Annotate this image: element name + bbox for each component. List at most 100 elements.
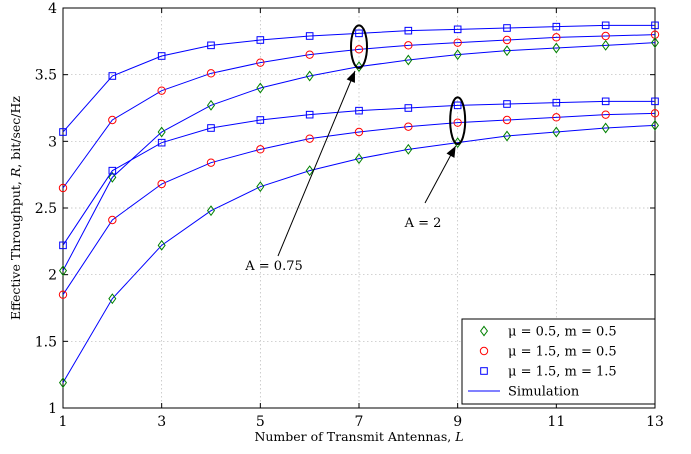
data-point-square	[601, 97, 610, 106]
x-tick-label: 1	[59, 414, 68, 430]
series-3	[58, 37, 660, 277]
data-point-square	[453, 101, 462, 110]
data-point-diamond	[305, 70, 314, 82]
data-point-circle	[404, 122, 413, 131]
y-tick-label: 1.5	[35, 334, 57, 350]
x-axis-label-main: Number of Transmit Antennas,	[254, 429, 455, 444]
data-point-diamond	[502, 45, 512, 57]
series-line	[62, 112, 656, 295]
data-point-square	[256, 36, 265, 44]
annotation-arrow-head	[446, 146, 456, 158]
data-point-circle	[601, 110, 610, 119]
data-point-square	[59, 241, 67, 250]
data-point-diamond	[157, 239, 166, 251]
data-point-diamond	[453, 137, 462, 149]
data-point-square	[601, 21, 610, 30]
data-point-circle	[58, 183, 68, 193]
x-axis-label: Number of Transmit Antennas, L	[254, 429, 463, 444]
annotation-arrow-shaft	[277, 70, 356, 257]
data-point-diamond	[305, 165, 314, 177]
data-point-square	[305, 32, 314, 40]
data-point-diamond	[601, 122, 610, 134]
series-line	[62, 34, 656, 189]
legend-box	[461, 318, 656, 405]
data-point-square	[108, 166, 117, 175]
annotation-arrow-head	[346, 71, 355, 83]
x-tick-label: 5	[256, 414, 265, 430]
data-point-square	[108, 72, 117, 80]
data-point-diamond	[650, 119, 660, 131]
data-point-circle	[256, 58, 265, 67]
data-point-circle	[453, 38, 462, 47]
x-tick-label: 9	[453, 414, 462, 430]
x-axis-label-symbol: L	[454, 429, 463, 444]
data-point-square	[404, 26, 413, 35]
y-tick-label: 1	[48, 401, 57, 417]
y-tick-label: 2	[48, 268, 57, 284]
data-point-square	[453, 25, 462, 34]
x-tick-label: 11	[547, 414, 565, 430]
annotation-layer: A = 0.75 A = 2	[244, 24, 467, 274]
data-point-square	[355, 106, 363, 115]
data-point-diamond	[206, 205, 216, 217]
data-point-square	[355, 29, 363, 38]
data-point-circle	[305, 50, 314, 59]
series-line	[62, 100, 655, 246]
series-5	[58, 109, 660, 299]
data-point-circle	[157, 86, 166, 95]
data-point-circle	[157, 179, 166, 189]
data-point-square	[480, 367, 488, 375]
data-point-square	[503, 100, 511, 108]
x-tick-label: 13	[646, 414, 664, 430]
legend-item: Simulation	[468, 385, 580, 400]
data-point-diamond	[404, 54, 413, 66]
data-point-square	[157, 138, 166, 147]
legend: μ = 0.5, m = 0.5 μ = 1.5, m = 0.5 μ = 1.5,…	[461, 318, 656, 405]
data-point-circle	[206, 158, 216, 167]
data-point-square	[207, 124, 215, 132]
data-point-diamond	[108, 293, 117, 305]
data-point-circle	[256, 145, 265, 154]
data-point-diamond	[58, 377, 68, 389]
data-point-diamond	[552, 126, 561, 138]
data-point-circle	[206, 69, 216, 78]
data-point-circle	[305, 134, 314, 143]
y-axis-label-unit: , bit/sec/Hz	[8, 96, 23, 168]
data-point-square	[651, 97, 659, 106]
data-point-diamond	[256, 82, 265, 94]
data-point-circle	[404, 41, 413, 50]
annotation-label-a075: A = 0.75	[244, 259, 303, 274]
data-point-square	[552, 22, 561, 31]
series-line	[62, 124, 656, 383]
data-point-circle	[502, 115, 512, 125]
data-point-circle	[58, 290, 68, 299]
data-point-diamond	[601, 39, 610, 51]
data-point-square	[503, 24, 511, 32]
x-tick-label: 7	[355, 414, 364, 430]
data-point-circle	[502, 35, 512, 45]
data-point-diamond	[404, 143, 413, 155]
series-1	[59, 21, 659, 136]
series-4	[59, 97, 659, 250]
data-point-diamond	[108, 171, 117, 183]
data-point-circle	[354, 45, 364, 54]
data-point-diamond	[354, 61, 364, 73]
data-point-square	[552, 98, 561, 107]
data-point-circle	[108, 215, 117, 225]
legend-items: μ = 0.5, m = 0.5 μ = 1.5, m = 0.5 μ = 1.5,…	[468, 325, 617, 400]
data-point-diamond	[552, 42, 561, 54]
data-point-circle	[453, 118, 462, 127]
data-point-square	[59, 128, 67, 136]
legend-item: μ = 0.5, m = 0.5	[479, 325, 617, 340]
legend-label: μ = 1.5, m = 0.5	[508, 345, 617, 360]
legend-label: Simulation	[508, 385, 580, 400]
data-point-diamond	[58, 265, 68, 277]
data-point-diamond	[157, 126, 166, 138]
data-point-square	[157, 52, 166, 60]
y-tick-label: 3	[48, 134, 57, 150]
y-axis-label-symbol: R	[8, 168, 23, 178]
data-point-circle	[552, 113, 561, 122]
x-tick-label: 3	[157, 414, 166, 430]
